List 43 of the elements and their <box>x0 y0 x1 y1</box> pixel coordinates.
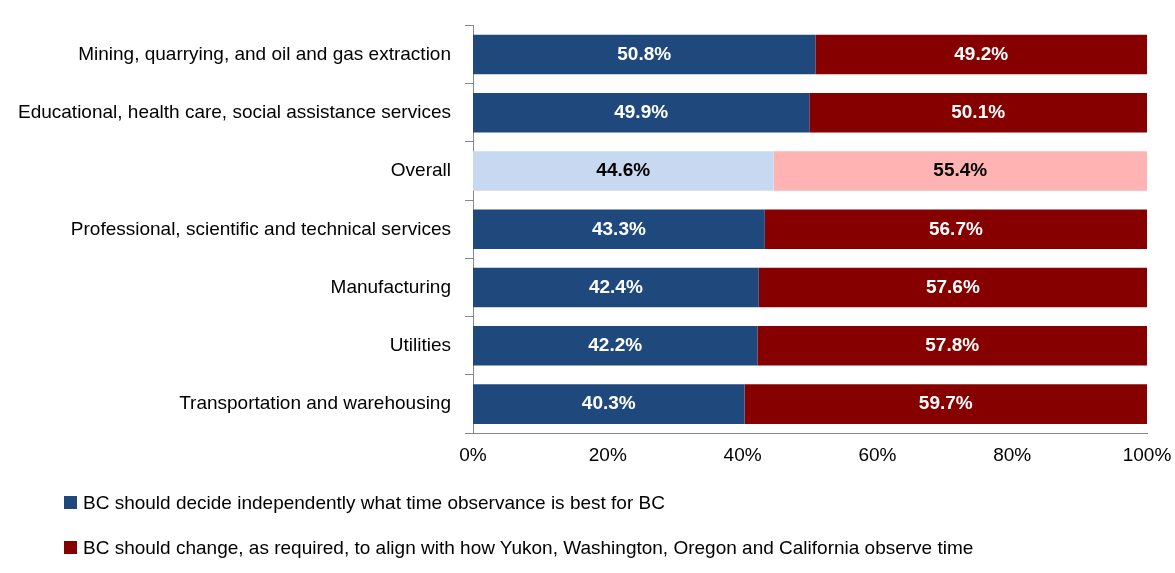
data-label: 49.9% <box>614 101 669 123</box>
data-label: 56.7% <box>928 217 983 239</box>
y-tick-label: Mining, quarrying, and oil and gas extraction <box>78 42 451 64</box>
bar <box>744 384 1147 424</box>
data-label: 50.8% <box>617 42 672 64</box>
data-label: 55.4% <box>933 159 988 181</box>
x-tick-label: 20% <box>588 443 627 465</box>
bar <box>809 92 1147 133</box>
x-tick-label: 40% <box>723 443 762 465</box>
data-label: 42.2% <box>588 334 643 356</box>
data-label: 43.3% <box>591 217 646 239</box>
bar <box>815 34 1147 75</box>
x-tick-label: 80% <box>993 443 1032 465</box>
y-tick-label: Professional, scientific and technical services <box>70 217 451 239</box>
bar <box>473 267 759 308</box>
data-label: 44.6% <box>596 159 651 181</box>
y-tick-label: Transportation and warehousing <box>179 392 451 414</box>
x-tick-label: 60% <box>858 443 897 465</box>
y-tick-label: Overall <box>390 159 451 181</box>
bar <box>757 326 1147 366</box>
bar <box>758 267 1147 308</box>
data-label: 42.4% <box>588 275 643 297</box>
bar <box>473 34 816 75</box>
data-label: 49.2% <box>954 42 1009 64</box>
x-tick-label: 100% <box>1122 443 1172 465</box>
y-tick-label: Utilities <box>389 334 451 356</box>
bar <box>473 326 758 366</box>
bar <box>473 151 774 191</box>
data-label: 59.7% <box>918 392 973 414</box>
bar <box>773 151 1147 191</box>
x-tick-label: 0% <box>459 443 487 465</box>
bar <box>473 384 745 424</box>
y-tick-label: Manufacturing <box>330 275 451 297</box>
data-label: 50.1% <box>951 101 1006 123</box>
bar <box>764 209 1147 250</box>
legend-label: BC should change, as required, to align with how Yukon, Washington, Oregon and California observe time <box>83 536 974 559</box>
data-label: 57.6% <box>925 275 980 297</box>
legend-label: BC should decide independently what time observance is best for BC <box>83 491 665 514</box>
data-label: 57.8% <box>925 334 980 356</box>
data-label: 40.3% <box>581 392 636 414</box>
y-tick-label: Educational, health care, social assistance services <box>17 101 451 123</box>
bar <box>473 209 765 250</box>
bar <box>473 92 810 133</box>
